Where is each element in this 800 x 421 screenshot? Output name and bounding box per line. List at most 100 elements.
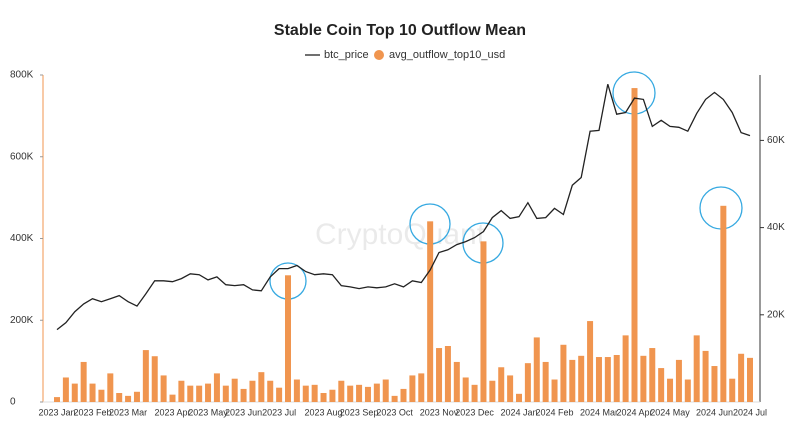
bar (142, 350, 149, 402)
bar (329, 389, 336, 402)
bar (276, 387, 283, 402)
bar (222, 385, 229, 402)
y-tick-label: 800K (10, 70, 34, 81)
bar (427, 221, 434, 402)
bar (320, 393, 327, 402)
bar (400, 388, 407, 402)
legend-dot (374, 50, 384, 60)
bar (356, 384, 363, 402)
bar (444, 346, 451, 402)
bar (471, 384, 478, 402)
x-tick-label: 2023 Mar (109, 407, 147, 417)
y-tick-label: 0 (10, 397, 16, 408)
bar (418, 373, 425, 402)
bar (302, 385, 309, 402)
bar (453, 361, 460, 402)
bar (373, 383, 380, 402)
bar (578, 355, 585, 402)
bar (684, 379, 691, 402)
x-tick-label: 2023 Sep (340, 407, 379, 417)
x-tick-label: 2023 Jul (262, 407, 296, 417)
bar (249, 380, 256, 402)
bar (169, 394, 176, 402)
y-tick-label: 400K (10, 233, 34, 244)
bar (62, 377, 69, 402)
x-tick-label: 2024 May (650, 407, 690, 417)
bar (551, 379, 558, 402)
bar (89, 383, 96, 402)
bar (205, 383, 212, 402)
bar (107, 373, 114, 402)
bar (240, 388, 247, 402)
bar (391, 395, 398, 402)
x-tick-label: 2023 Oct (376, 407, 413, 417)
x-tick-label: 2023 May (188, 407, 228, 417)
bar (267, 380, 274, 402)
bar (622, 335, 629, 402)
watermark: CryptoQuant (315, 218, 486, 251)
bar (196, 385, 203, 402)
bar (498, 367, 505, 402)
bar (542, 361, 549, 402)
bar (231, 378, 238, 402)
x-tick-label: 2024 Mar (580, 407, 618, 417)
bar (631, 88, 638, 402)
x-tick-label: 2024 Jun (696, 407, 733, 417)
legend-label: btc_price (324, 49, 369, 61)
line (56, 84, 751, 331)
bar (533, 337, 540, 402)
highlight-circles (269, 71, 743, 300)
bar (658, 368, 665, 402)
bar (604, 357, 611, 402)
x-tick-label: 2024 Jan (500, 407, 537, 417)
bar (151, 356, 158, 402)
bar (489, 380, 496, 402)
bar (160, 375, 167, 402)
bar (71, 383, 78, 402)
bar (560, 344, 567, 402)
bar (640, 355, 647, 402)
bar (382, 379, 389, 402)
bar (364, 386, 371, 402)
bar (524, 363, 531, 402)
x-tick-label: 2024 Apr (616, 407, 652, 417)
bar (213, 373, 220, 402)
bar (436, 348, 443, 402)
bar (613, 354, 620, 402)
bar (649, 348, 656, 402)
x-tick-label: 2023 Aug (305, 407, 343, 417)
legend-label: avg_outflow_top10_usd (389, 49, 505, 61)
bar (675, 359, 682, 402)
x-tick-label: 2023 Feb (74, 407, 112, 417)
bar (693, 335, 700, 402)
x-tick-label: 2023 Dec (455, 407, 494, 417)
bar (409, 375, 416, 402)
bar (720, 205, 727, 402)
bar (729, 378, 736, 402)
x-tick-label: 2023 Jun (225, 407, 262, 417)
bar (595, 357, 602, 402)
bar (667, 378, 674, 402)
bar (98, 389, 105, 402)
bar (116, 393, 123, 402)
x-tick-label: 2024 Feb (536, 407, 574, 417)
bar (125, 395, 132, 402)
bar (133, 391, 140, 402)
x-tick-label: 2023 Jan (38, 407, 75, 417)
y2-tick-label: 40K (767, 222, 785, 233)
x-tick-label: 2024 Jul (733, 407, 767, 417)
bar (711, 366, 718, 402)
bar (293, 379, 300, 402)
bar (516, 393, 522, 402)
y-tick-label: 200K (10, 315, 34, 326)
bar (702, 350, 709, 402)
bar (178, 380, 185, 402)
y-tick-label: 600K (10, 151, 34, 162)
bar (480, 241, 487, 402)
bar (338, 380, 345, 402)
bar (507, 375, 514, 402)
bar (258, 372, 265, 402)
bar (747, 357, 753, 402)
bar (80, 361, 87, 402)
